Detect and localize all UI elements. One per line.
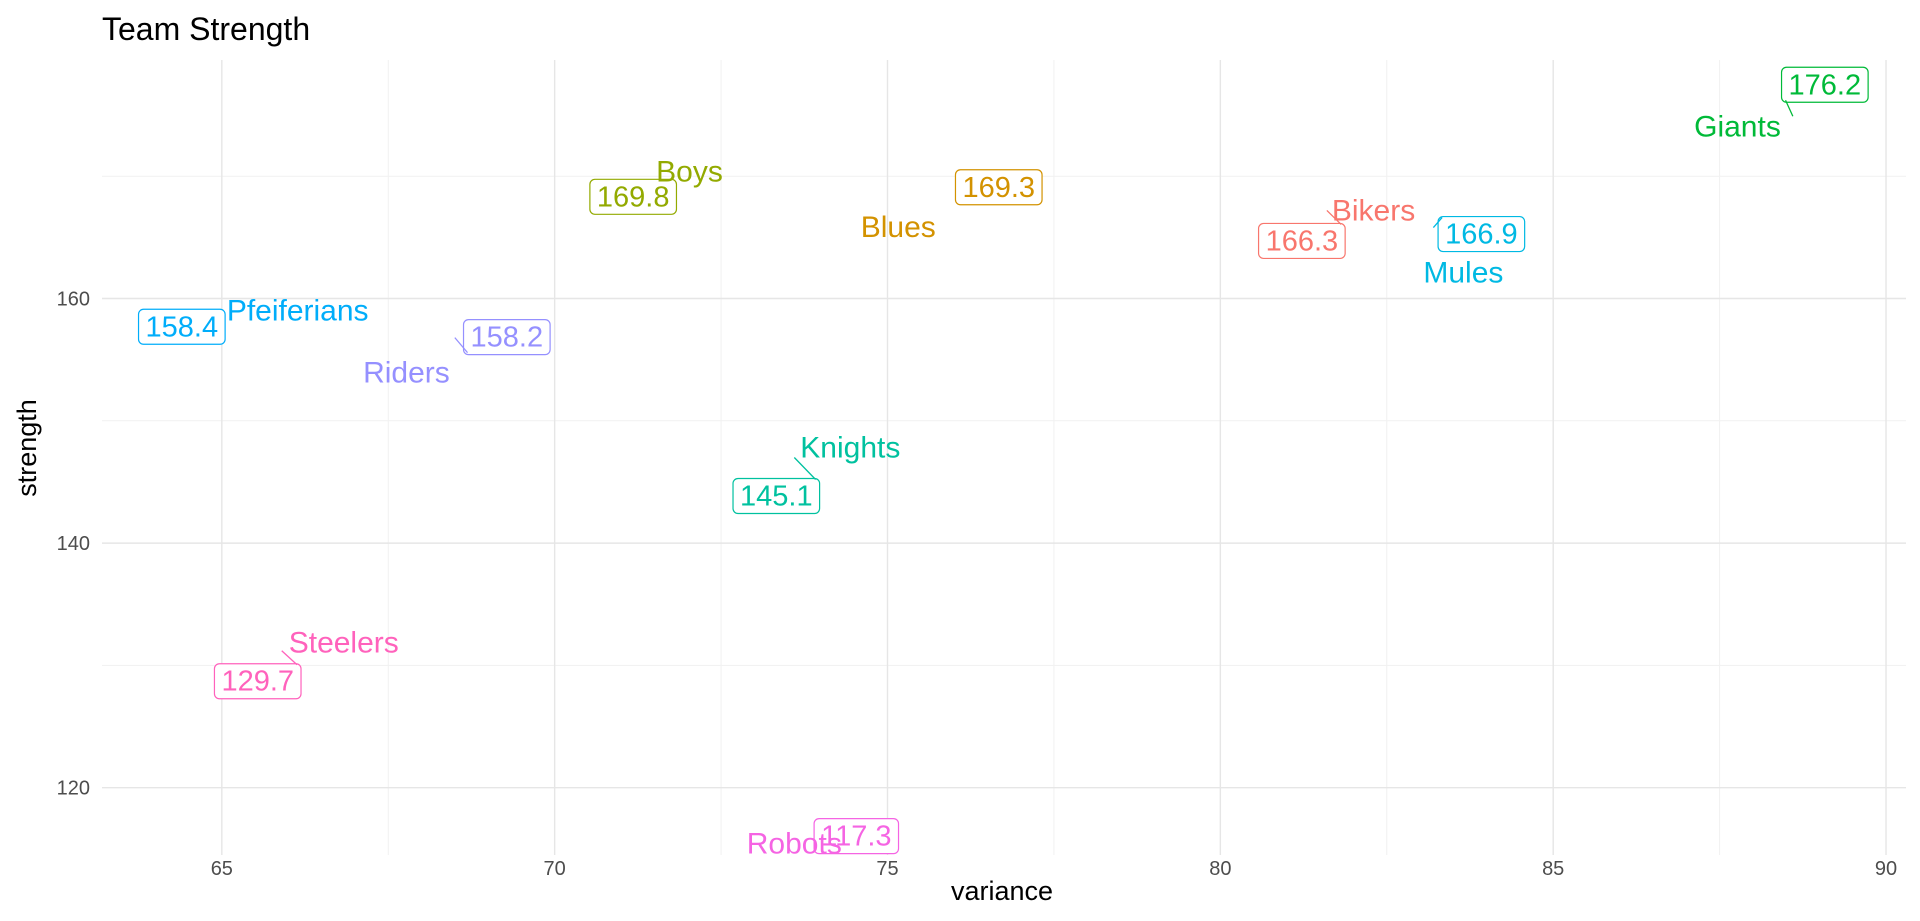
value-label: 117.3 [821,821,891,853]
value-label-box [732,477,821,515]
chart-title: Team Strength [102,11,310,47]
y-tick-label: 120 [57,778,90,800]
x-axis-title: variance [951,876,1053,906]
team-label: Bikers [1332,194,1415,227]
value-label: 169.8 [597,181,670,213]
team-label: Knights [800,432,900,465]
value-label-box [1257,222,1346,260]
value-label-box [137,308,226,345]
team-label: Mules [1423,257,1503,290]
x-tick-label: 70 [544,858,566,880]
value-label-box [954,169,1043,206]
value-label: 158.2 [471,322,544,354]
value-label: 169.3 [962,172,1035,204]
label-segment [1326,209,1342,225]
value-label-box [462,319,551,356]
label-segment [1784,99,1794,117]
point-group-riders: 158.2 Riders [363,319,551,390]
tick-labels: 65 70 75 80 85 90 120 140 160 [57,289,1898,881]
value-label-box [213,663,302,700]
value-label: 166.3 [1266,225,1339,257]
team-label: Steelers [289,627,399,660]
point-group-knights: 145.1 Knights [732,432,900,515]
value-label-box [813,818,900,855]
x-tick-label: 90 [1875,858,1897,880]
label-segment [793,457,817,480]
value-label: 176.2 [1789,69,1862,101]
point-group-blues: 169.3 Blues [861,169,1043,244]
x-tick-label: 75 [876,858,898,880]
value-label-box [1780,66,1869,103]
value-label: 166.9 [1445,219,1518,251]
y-axis-title: strength [12,399,42,497]
x-tick-label: 80 [1209,858,1231,880]
value-label: 158.4 [146,311,219,343]
label-segment [281,650,298,666]
value-label: 145.1 [740,481,813,513]
value-label-box [1437,215,1526,253]
x-tick-label: 85 [1542,858,1564,880]
team-label: Giants [1694,110,1781,143]
team-label: Robots [747,828,842,861]
team-label: Riders [363,357,450,390]
y-tick-label: 140 [57,533,90,555]
label-segment [1432,217,1443,228]
point-group-steelers: 129.7 Steelers [213,627,399,700]
label-segment [454,337,469,354]
value-label-box [589,178,678,215]
y-tick-label: 160 [57,289,90,311]
team-label: Blues [861,211,936,244]
point-group-pfeiferians: 158.4 Pfeiferians [137,294,369,345]
team-label: Boys [656,155,723,188]
team-label: Pfeiferians [227,294,369,327]
grid [102,60,1906,855]
point-group-mules: 166.9 Mules [1423,215,1526,290]
x-tick-label: 65 [211,858,233,880]
value-label: 129.7 [221,666,294,698]
